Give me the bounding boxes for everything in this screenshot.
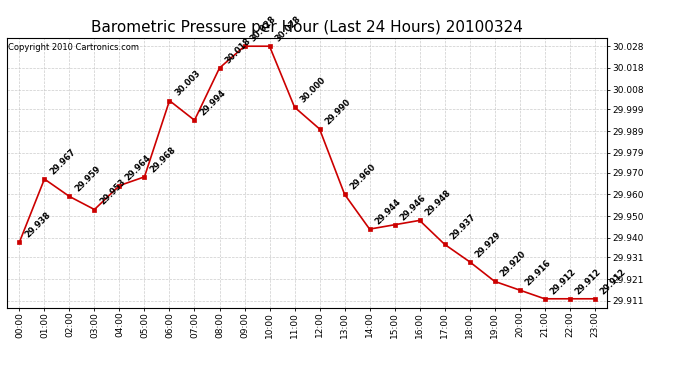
Text: 29.960: 29.960 [348,162,378,192]
Text: 30.028: 30.028 [248,14,278,44]
Text: 29.968: 29.968 [148,145,178,174]
Text: Copyright 2010 Cartronics.com: Copyright 2010 Cartronics.com [8,43,139,52]
Text: 29.948: 29.948 [424,189,453,218]
Text: 29.967: 29.967 [48,147,78,176]
Text: 29.938: 29.938 [23,210,52,239]
Text: 30.000: 30.000 [299,75,328,104]
Text: 29.929: 29.929 [474,230,503,259]
Text: 29.953: 29.953 [99,178,128,207]
Text: 29.959: 29.959 [74,165,103,194]
Text: 29.944: 29.944 [374,197,403,226]
Text: 29.920: 29.920 [499,249,528,279]
Text: 30.018: 30.018 [224,36,253,65]
Text: 29.937: 29.937 [448,213,478,242]
Text: 29.912: 29.912 [549,267,578,296]
Text: 30.028: 30.028 [274,14,303,44]
Text: 29.990: 29.990 [324,97,353,126]
Text: 29.912: 29.912 [574,267,603,296]
Text: 29.912: 29.912 [599,267,628,296]
Text: 29.964: 29.964 [124,153,153,183]
Text: 29.994: 29.994 [199,88,228,117]
Text: 29.916: 29.916 [524,258,553,287]
Title: Barometric Pressure per Hour (Last 24 Hours) 20100324: Barometric Pressure per Hour (Last 24 Ho… [91,20,523,35]
Text: 29.946: 29.946 [399,193,428,222]
Text: 30.003: 30.003 [174,69,203,98]
